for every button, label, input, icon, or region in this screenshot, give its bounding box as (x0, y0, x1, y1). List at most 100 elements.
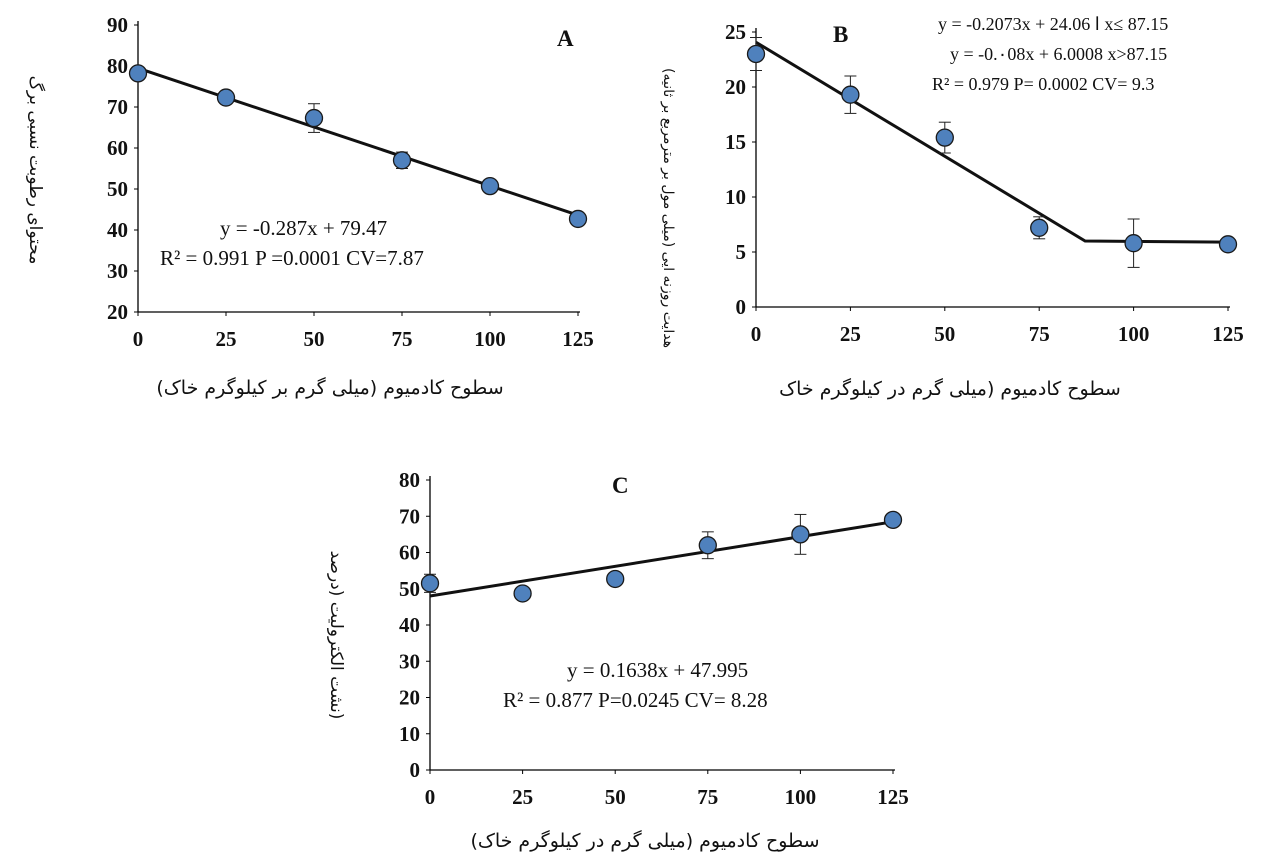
x-tick-label: 100 (785, 785, 817, 809)
y-ticks-a: 20 30 40 50 60 70 80 90 (107, 13, 138, 324)
data-point (791, 513, 810, 555)
x-tick-label: 100 (1118, 322, 1150, 346)
data-point (1030, 216, 1049, 240)
axes-b (755, 28, 1230, 308)
data-points-b (746, 37, 1238, 268)
x-tick-label: 75 (1029, 322, 1050, 346)
trend-line (137, 66, 579, 217)
equation-b-line-3: R² = 0.979 P= 0.0002 CV= 9.3 (932, 74, 1154, 94)
data-point (1124, 218, 1143, 268)
y-tick-label: 70 (107, 95, 128, 119)
data-point (128, 64, 148, 83)
x-ticks-a: 0 25 50 75 100 125 (133, 312, 594, 351)
equation-b-line-1: y = -0.2073x + 24.06 ا x≤ 87.15 (938, 14, 1168, 34)
y-tick-label: 40 (399, 613, 420, 637)
x-tick-label: 125 (562, 327, 594, 351)
data-points-a (128, 64, 588, 229)
x-axis-title-c: سطوح کادمیوم (میلی گرم در کیلوگرم خاک) (470, 829, 819, 852)
point-marker (568, 209, 588, 229)
y-ticks-b: 0 5 10 15 20 25 (725, 20, 756, 319)
data-point (480, 176, 500, 196)
y-axis-title-b: هدایت روزنه ایی (میلی مول بر مترمربع بر … (660, 68, 676, 348)
y-ticks-c: 0 10 20 30 40 50 60 70 80 (399, 468, 430, 782)
x-tick-label: 0 (425, 785, 436, 809)
y-tick-label: 10 (399, 722, 420, 746)
fit-line-c (429, 520, 894, 598)
x-ticks-b: 0 25 50 75 100 125 (751, 307, 1244, 346)
x-tick-label: 75 (392, 327, 413, 351)
trend-line (755, 41, 1229, 244)
panel-label-c: C (612, 473, 629, 498)
point-marker (883, 510, 903, 530)
data-point (935, 121, 954, 154)
fit-line-b (755, 41, 1229, 244)
y-tick-label: 0 (410, 758, 421, 782)
axes-c (429, 476, 895, 771)
point-marker (513, 584, 532, 603)
chart-panel-c: 0 10 20 30 40 50 60 70 80 0 25 50 75 100 125 C y = 0.… (326, 468, 909, 852)
point-marker (304, 108, 324, 128)
point-marker (420, 574, 440, 593)
equation-c-line-1: y = 0.1638x + 47.995 (567, 658, 748, 682)
point-marker (698, 536, 717, 555)
x-axis-title-b: سطوح کادمیوم (میلی گرم در کیلوگرم خاک (779, 377, 1121, 400)
x-tick-label: 100 (474, 327, 506, 351)
data-point (883, 510, 903, 530)
y-tick-label: 30 (107, 259, 128, 283)
point-marker (1124, 234, 1143, 253)
y-tick-label: 30 (399, 649, 420, 673)
data-point (304, 103, 324, 133)
x-tick-label: 75 (697, 785, 718, 809)
y-tick-label: 90 (107, 13, 128, 37)
data-point (746, 37, 766, 71)
point-marker (392, 151, 412, 170)
chart-panel-a: 20 30 40 50 60 70 80 90 0 25 50 75 100 125 A y = -0.… (25, 13, 594, 399)
data-point (698, 531, 717, 560)
y-tick-label: 40 (107, 218, 128, 242)
y-tick-label: 5 (736, 240, 747, 264)
equation-b-line-2: y = -0.٠08x + 6.0008 x>87.15 (950, 44, 1167, 64)
data-point (568, 209, 588, 229)
y-tick-label: 60 (107, 136, 128, 160)
data-point (606, 569, 625, 589)
y-axis-title-c: (نشت الکترولیت (درصد (326, 551, 346, 720)
data-point (216, 88, 236, 107)
x-tick-label: 125 (877, 785, 909, 809)
trend-line (429, 520, 894, 598)
point-marker (1218, 235, 1238, 254)
x-tick-label: 0 (133, 327, 144, 351)
point-marker (606, 569, 625, 589)
data-point (513, 584, 532, 603)
y-tick-label: 60 (399, 541, 420, 565)
x-tick-label: 25 (216, 327, 237, 351)
y-axis-title-a: محتوای رطوبت نسبی برگ (25, 76, 46, 265)
data-point (392, 151, 412, 170)
y-tick-label: 70 (399, 504, 420, 528)
y-tick-label: 20 (399, 686, 420, 710)
equation-a-line-1: y = -0.287x + 79.47 (220, 216, 387, 240)
point-marker (746, 44, 766, 64)
data-point (1218, 235, 1238, 254)
data-point (841, 75, 860, 114)
x-tick-label: 25 (512, 785, 533, 809)
y-tick-label: 50 (399, 577, 420, 601)
y-tick-label: 20 (725, 75, 746, 99)
x-tick-label: 50 (304, 327, 325, 351)
y-tick-label: 25 (725, 20, 746, 44)
point-marker (841, 85, 860, 104)
y-tick-label: 80 (399, 468, 420, 492)
x-tick-label: 25 (840, 322, 861, 346)
point-marker (935, 128, 954, 147)
y-tick-label: 20 (107, 300, 128, 324)
y-tick-label: 15 (725, 130, 746, 154)
x-tick-label: 50 (934, 322, 955, 346)
x-axis-title-a: سطوح کادمیوم (میلی گرم بر کیلوگرم خاک) (156, 376, 503, 399)
point-marker (128, 64, 148, 83)
point-marker (216, 88, 236, 107)
equation-c-line-2: R² = 0.877 P=0.0245 CV= 8.28 (503, 688, 768, 712)
x-tick-label: 125 (1212, 322, 1244, 346)
y-tick-label: 50 (107, 177, 128, 201)
data-points-c (420, 510, 903, 603)
panel-label-b: B (833, 22, 848, 47)
